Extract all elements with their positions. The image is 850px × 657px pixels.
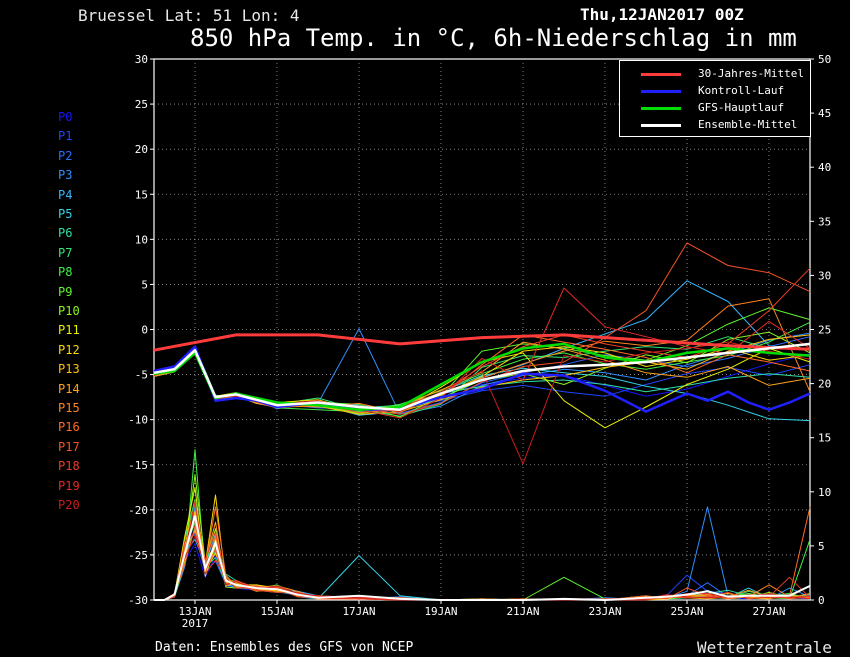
member-label-p10: P10 [58,304,80,318]
y-tick-label: 20 [135,143,148,156]
legend-swatch [641,90,681,93]
member-label-p8: P8 [58,265,73,280]
brand-label: Wetterzentrale [697,638,832,657]
y-tick-label: -20 [128,504,148,517]
x-tick-label: 17JAN [342,605,375,618]
30-jahres-mittel-line [153,333,811,352]
member-label-p18: P18 [58,459,80,474]
member-label-p1: P1 [58,129,73,144]
y-tick-label: 0 [141,324,148,337]
kontroll-lauf-line [153,345,811,413]
member-label-p20: P20 [58,498,80,512]
x-tick-label: 27JAN [752,605,785,618]
legend-label: Ensemble-Mittel [698,118,798,131]
member-precip-line-p11 [154,487,811,601]
data-source: Daten: Ensembles des GFS von NCEP [155,640,414,655]
station-label: Bruessel Lat: 51 Lon: 4 [78,6,300,25]
y2-tick-label: 0 [818,594,825,607]
y2-tick-label: 45 [818,107,831,120]
member-precip-line-p2 [154,533,811,601]
y2-tick-label: 50 [818,53,831,66]
x-tick-label: 25JAN [670,605,703,618]
member-label-p2: P2 [58,148,73,163]
y2-tick-label: 5 [818,540,825,553]
ensemble-mittel-line [153,342,811,411]
y-tick-label: -5 [135,369,148,382]
x-tick-label: 13JAN [178,605,211,618]
member-precip-line-p12 [154,494,811,601]
member-label-p0: P0 [58,110,73,124]
legend-item: GFS-Hauptlauf [620,99,810,117]
member-temp-line-p20 [153,341,811,465]
member-label-p5: P5 [58,207,73,221]
member-label-p7: P7 [58,245,73,260]
y2-tick-label: 40 [818,161,831,174]
y-tick-label: 15 [135,188,148,201]
y2-tick-label: 15 [818,432,831,445]
x-tick-label: 15JAN [260,605,293,618]
member-label-p3: P3 [58,168,73,183]
member-precip-line-p10 [154,474,811,601]
chart-title: 850 hPa Temp. in °C, 6h-Niederschlag in … [190,24,797,52]
legend-item: 30-Jahres-Mittel [620,65,810,83]
ensemble-mean-precip-line [154,515,811,602]
member-label-p19: P19 [58,478,80,493]
member-label-p16: P16 [58,420,80,435]
legend: 30-Jahres-Mittel Kontroll-Lauf GFS-Hauptla… [619,60,811,137]
legend-swatch [641,107,681,110]
y-tick-label: -25 [128,549,148,562]
member-label-p17: P17 [58,439,80,454]
member-precip-line-p20 [154,535,811,601]
run-date: Thu,12JAN2017 00Z [580,5,744,24]
y-tick-label: 10 [135,233,148,246]
y-tick-label: 5 [141,278,148,291]
x-tick-label: 21JAN [506,605,539,618]
legend-label: Kontroll-Lauf [698,84,785,97]
member-label-p15: P15 [58,401,80,415]
legend-swatch [641,73,681,76]
x-tick-sublabel: 2017 [182,617,209,630]
y2-tick-label: 35 [818,215,831,228]
legend-item: Ensemble-Mittel [620,116,810,134]
member-label-p13: P13 [58,362,80,377]
x-tick-label: 19JAN [424,605,457,618]
legend-label: GFS-Hauptlauf [698,101,785,114]
x-tick-label: 23JAN [588,605,621,618]
member-label-p4: P4 [58,187,73,202]
legend-swatch [641,124,681,127]
member-temp-line-p17 [153,242,811,415]
y2-tick-label: 30 [818,269,831,282]
y2-tick-label: 25 [818,324,831,337]
member-label-p12: P12 [58,342,80,357]
member-label-p6: P6 [58,226,73,241]
member-label-p14: P14 [58,381,80,396]
y-tick-label: 25 [135,98,148,111]
y-tick-label: 30 [135,53,148,66]
member-label-p9: P9 [58,284,73,299]
member-label-p11: P11 [58,323,80,338]
y-tick-label: -10 [128,414,148,427]
legend-item: Kontroll-Lauf [620,82,810,100]
legend-label: 30-Jahres-Mittel [698,67,804,80]
y2-tick-label: 20 [818,378,831,391]
y2-tick-label: 10 [818,486,831,499]
y-tick-label: -15 [128,459,148,472]
y-tick-label: -30 [128,594,148,607]
